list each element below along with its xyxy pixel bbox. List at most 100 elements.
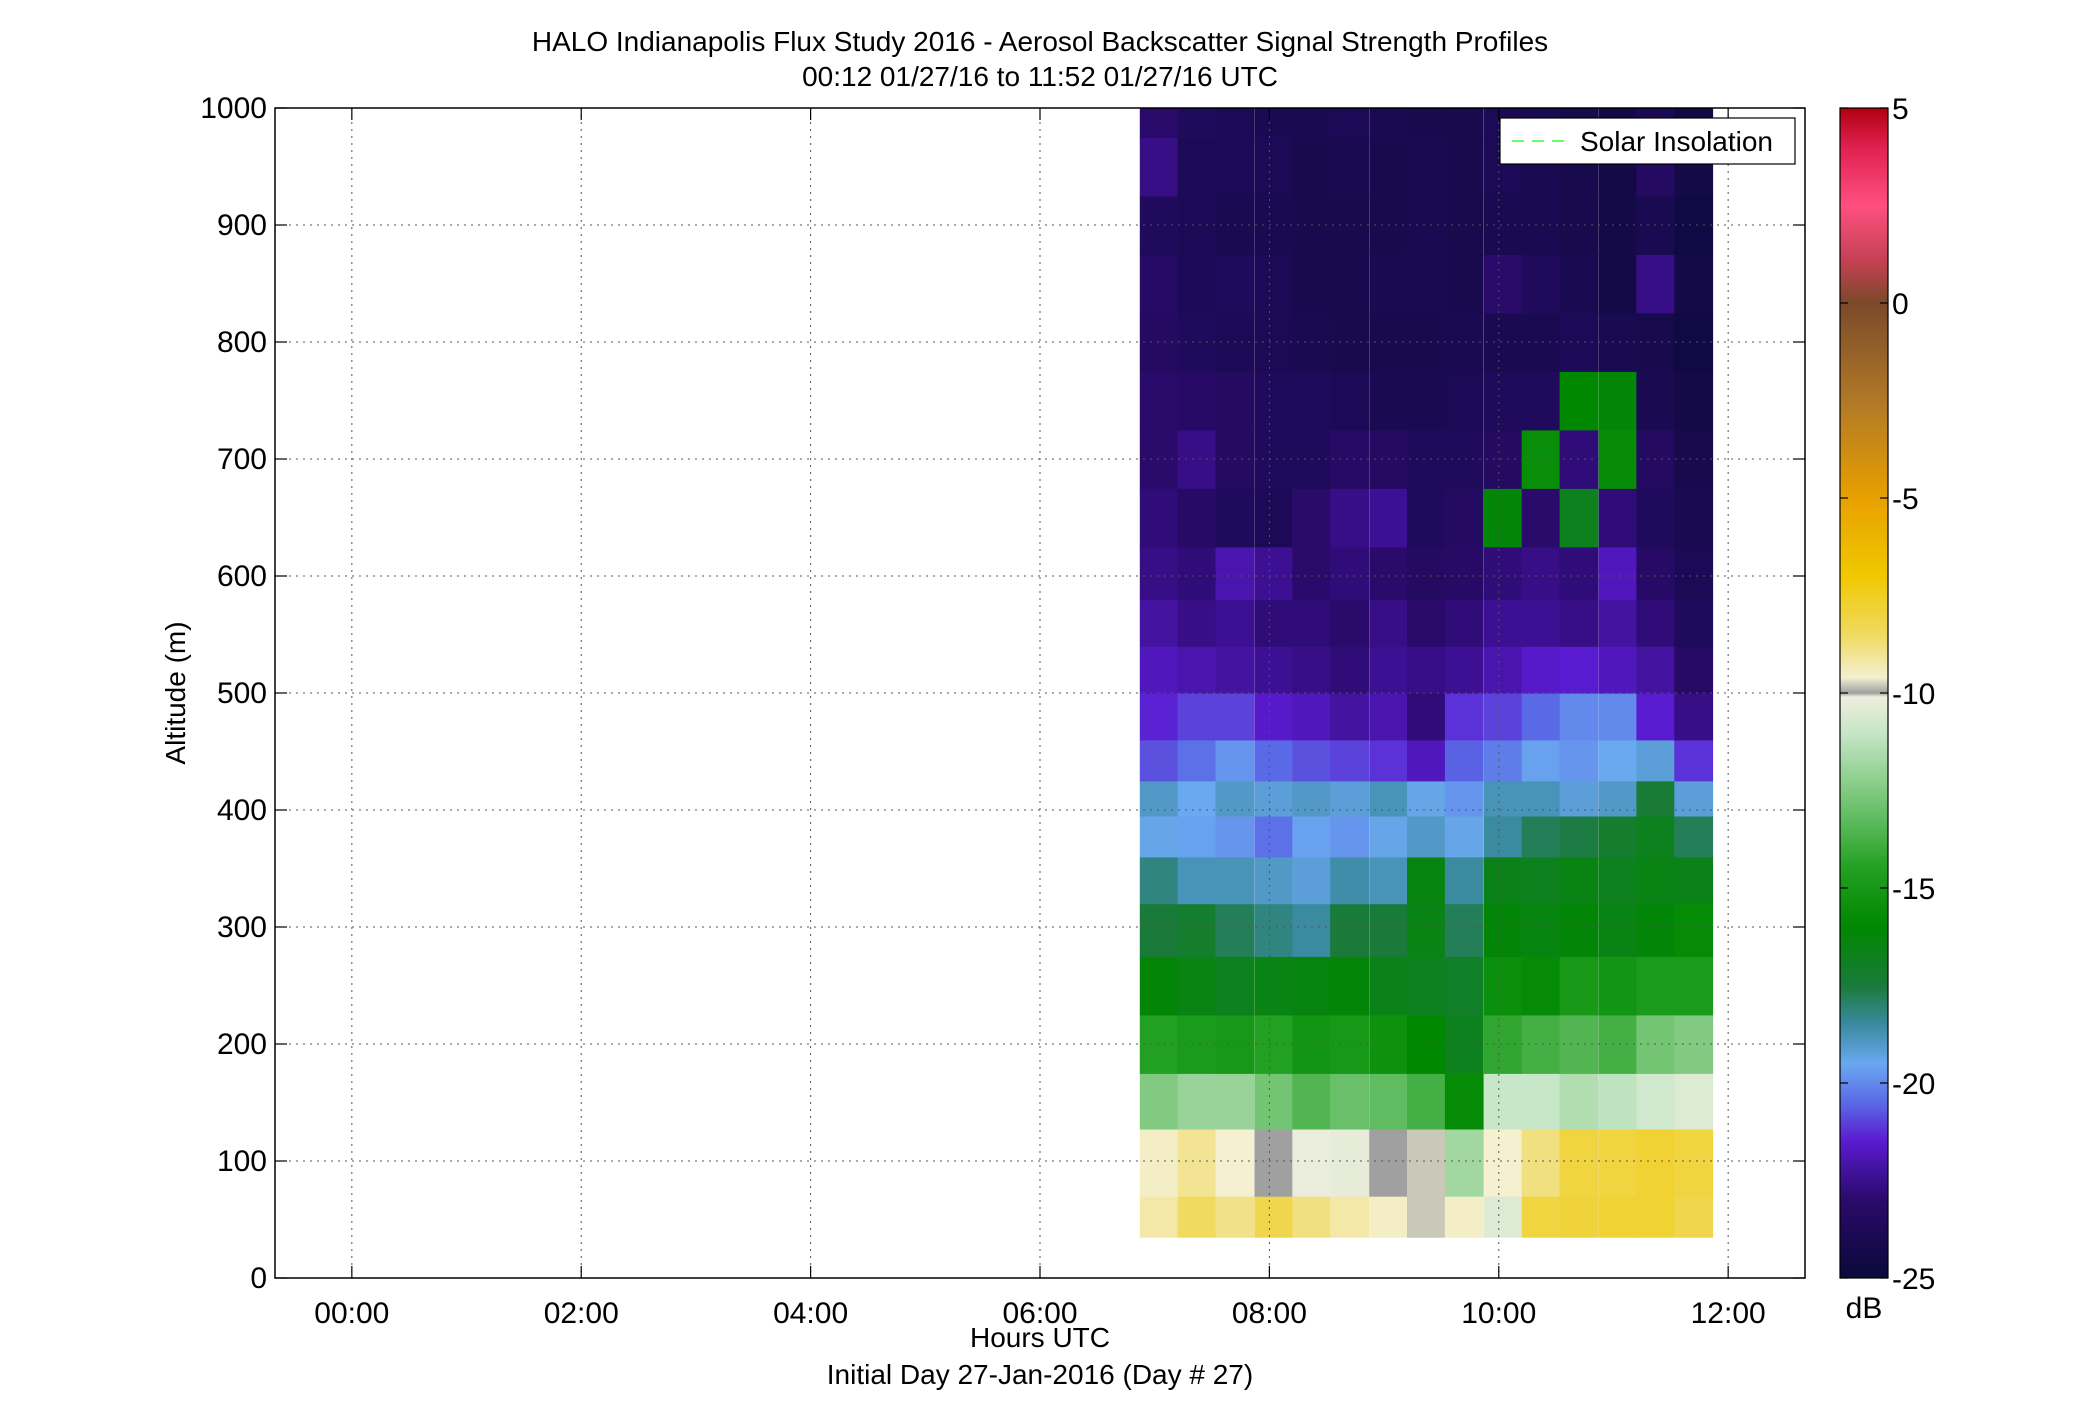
x-tick-label: 08:00: [1232, 1297, 1307, 1330]
heatmap-cell: [1444, 815, 1484, 858]
heatmap-cell: [1636, 956, 1676, 1016]
heatmap-cell: [1598, 371, 1638, 431]
heatmap-cell: [1177, 1196, 1217, 1238]
heatmap-cell: [1407, 1196, 1446, 1238]
heatmap-cell: [1559, 1196, 1599, 1238]
heatmap-cell: [1444, 312, 1484, 372]
heatmap-cell: [1598, 903, 1638, 957]
heatmap-cell: [1407, 1128, 1446, 1197]
heatmap-cell: [1444, 646, 1484, 694]
heatmap-cell: [1407, 195, 1446, 255]
heatmap-cell: [1674, 693, 1714, 741]
heatmap-cell: [1292, 1128, 1332, 1197]
heatmap-cell: [1177, 108, 1217, 138]
x-tick-label: 00:00: [314, 1297, 389, 1330]
heatmap-cell: [1444, 371, 1484, 431]
heatmap-cell: [1292, 780, 1332, 817]
heatmap-cell: [1215, 646, 1255, 694]
heatmap-cell: [1674, 780, 1714, 817]
heatmap-cell: [1483, 312, 1523, 372]
heatmap-cell: [1444, 693, 1484, 741]
heatmap-cell: [1292, 599, 1332, 647]
heatmap-cell: [1254, 599, 1294, 647]
heatmap-cell: [1330, 1014, 1369, 1074]
heatmap-cell: [1369, 108, 1408, 138]
heatmap-cell: [1559, 371, 1599, 431]
heatmap-cell: [1407, 429, 1446, 489]
heatmap-cell: [1636, 1196, 1676, 1238]
heatmap-cell: [1598, 780, 1638, 817]
heatmap-cell: [1254, 1128, 1294, 1197]
heatmap-cell: [1177, 137, 1217, 197]
heatmap-cell: [1215, 1128, 1255, 1197]
heatmap-cell: [1330, 1196, 1369, 1238]
heatmap-cell: [1407, 1014, 1446, 1074]
heatmap-cell: [1674, 956, 1714, 1016]
heatmap-cell: [1330, 371, 1369, 431]
heatmap-cell: [1444, 1014, 1484, 1074]
heatmap-cell: [1330, 646, 1369, 694]
heatmap-cell: [1674, 1128, 1714, 1197]
colorbar-tick-label: -25: [1892, 1263, 1935, 1296]
colorbar-tick-label: -15: [1892, 873, 1935, 906]
heatmap-cell: [1330, 780, 1369, 817]
legend-box: [1499, 117, 1796, 165]
x-tick-label: 04:00: [773, 1297, 848, 1330]
heatmap-cell: [1674, 739, 1714, 782]
heatmap-cell: [1139, 546, 1179, 601]
heatmap-cell: [1483, 856, 1523, 905]
heatmap-cell: [1177, 254, 1217, 314]
x-tick-label: 06:00: [1002, 1297, 1077, 1330]
heatmap-cell: [1369, 856, 1408, 905]
heatmap-cell: [1444, 546, 1484, 601]
heatmap-cell: [1139, 254, 1179, 314]
heatmap-cell: [1559, 903, 1599, 957]
colorbar: 5 0 -5 -10 -15 -20 -25 dB: [1839, 93, 1935, 1325]
heatmap-cell: [1215, 780, 1255, 817]
heatmap-cell: [1598, 546, 1638, 601]
heatmap-cell: [1674, 312, 1714, 372]
heatmap-cell: [1598, 488, 1638, 548]
heatmap-cell: [1598, 1128, 1638, 1197]
heatmap-cell: [1177, 546, 1217, 601]
heatmap-cell: [1254, 739, 1294, 782]
heatmap-cell: [1407, 599, 1446, 647]
x-axis-label-day: Initial Day 27-Jan-2016 (Day # 27): [827, 1359, 1253, 1390]
heatmap-cell: [1598, 1196, 1638, 1238]
legend: Solar Insolation: [1499, 117, 1796, 165]
x-tick-label: 10:00: [1461, 1297, 1536, 1330]
heatmap-cell: [1292, 1073, 1332, 1130]
heatmap-cell: [1444, 254, 1484, 314]
heatmap-cell: [1215, 254, 1255, 314]
heatmap-cell: [1521, 1014, 1561, 1074]
heatmap-cell: [1674, 371, 1714, 431]
x-axis-ticks: 00:00 02:00 04:00 06:00 08:00 10:00 12:00: [314, 108, 1766, 1330]
heatmap-cell: [1330, 195, 1369, 255]
colorbar-tick-label: -5: [1892, 483, 1919, 516]
heatmap-cell: [1407, 254, 1446, 314]
heatmap-cell: [1483, 488, 1523, 548]
heatmap-cell: [1636, 488, 1676, 548]
heatmap-cell: [1674, 1014, 1714, 1074]
heatmap-cell: [1407, 856, 1446, 905]
heatmap-cell: [1444, 1128, 1484, 1197]
heatmap-cell: [1254, 429, 1294, 489]
heatmap-cell: [1177, 780, 1217, 817]
heatmap-cell: [1330, 1073, 1369, 1130]
heatmap-cell: [1559, 1128, 1599, 1197]
heatmap-cell: [1444, 137, 1484, 197]
heatmap-cell: [1330, 739, 1369, 782]
heatmap-cell: [1215, 599, 1255, 647]
heatmap-cell: [1292, 371, 1332, 431]
heatmap-cell: [1598, 856, 1638, 905]
heatmap-cell: [1598, 815, 1638, 858]
heatmap-cell: [1177, 1073, 1217, 1130]
heatmap-cell: [1483, 1196, 1523, 1238]
heatmap-cell: [1369, 780, 1408, 817]
heatmap-cell: [1674, 903, 1714, 957]
heatmap-cell: [1483, 903, 1523, 957]
heatmap-cell: [1598, 195, 1638, 255]
heatmap-cell: [1444, 956, 1484, 1016]
heatmap-cell: [1521, 195, 1561, 255]
heatmap-cell: [1330, 903, 1369, 957]
